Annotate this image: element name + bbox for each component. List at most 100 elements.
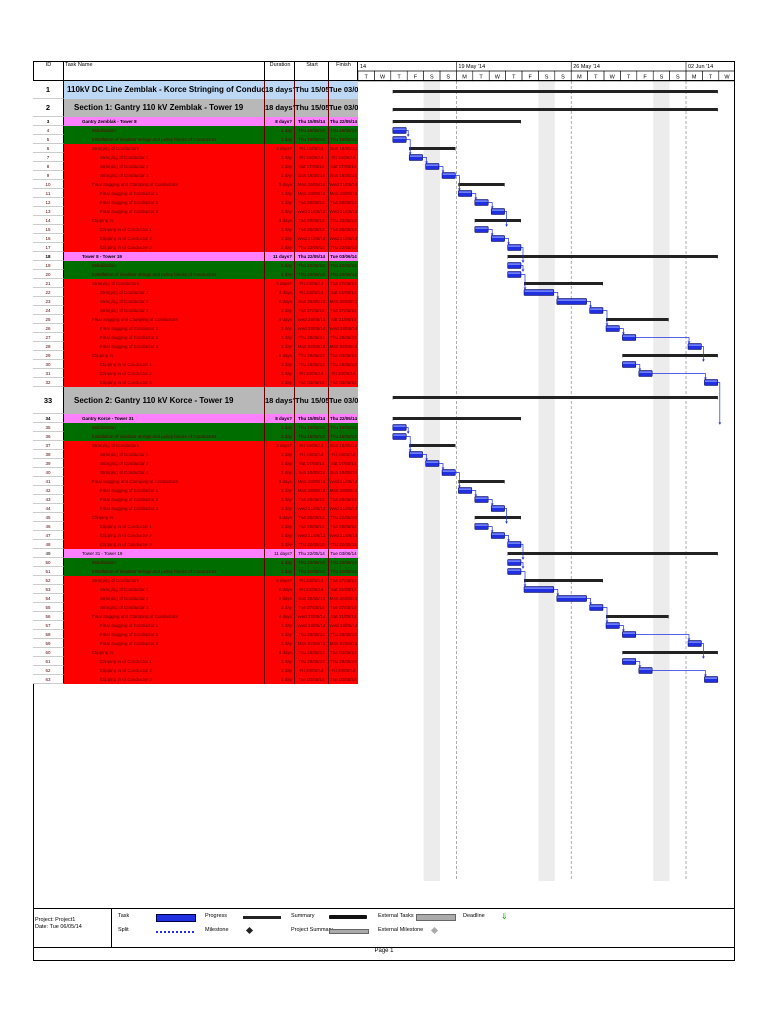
summary-bar [606, 615, 669, 618]
summary-bar [622, 354, 718, 357]
table-row[interactable]: 1 110kV DC Line Zemblak - Korce Stringing… [33, 81, 358, 99]
task-start: Fri 23/05/14 [295, 288, 329, 297]
table-row[interactable]: 49 Tower 31 - Tower 19 11 days? Thu 22/05/1… [33, 549, 358, 558]
table-row[interactable]: 10 Final Sagging and Clamping of Conducto… [33, 180, 358, 189]
table-row[interactable]: 4 Mobilization 1 day Thu 15/05/14 Thu 15/05/… [33, 126, 358, 135]
table-row[interactable]: 20 Installation of insulator strings and … [33, 270, 358, 279]
task-name: Stringing of Conductors [64, 441, 265, 450]
task-finish: Thu 29/05/14 [329, 657, 358, 666]
day-label: W [610, 75, 616, 81]
task-duration: 3 days [265, 180, 295, 189]
day-label: F [414, 75, 418, 81]
table-row[interactable]: 2 Section 1: Gantry 110 kV Zemblak - Towe… [33, 99, 358, 117]
legend-label-projsummary: Project Summary [291, 927, 334, 933]
table-row[interactable]: 41 Final Sagging and Clamping of Conducto… [33, 477, 358, 486]
summary-cap [601, 579, 603, 583]
row-id: 17 [33, 243, 64, 252]
table-row[interactable]: 6 Stringing of Conductors 3 days? Fri 16/05… [33, 144, 358, 153]
table-row[interactable]: 18 Tower 8 - Tower 19 11 days? Thu 22/05/14… [33, 252, 358, 261]
table-row[interactable]: 36 Installation of insulator strings and … [33, 432, 358, 441]
task-start: Thu 22/05/14 [295, 243, 329, 252]
row-id: 14 [33, 216, 64, 225]
task-duration: 1 day [265, 450, 295, 459]
task-bar-highlight [639, 371, 652, 373]
task-name: Final Sagging of Conductor 1 [64, 189, 265, 198]
table-row[interactable]: 34 Gantry Korce - Tower 31 8 days? Thu 15/0… [33, 414, 358, 423]
task-finish: Mon 19/05/14 [329, 189, 358, 198]
table-row[interactable]: 51 Installation of insulator strings and … [33, 567, 358, 576]
dependency-arrowhead [507, 242, 511, 245]
task-duration: 1 day [265, 558, 295, 567]
table-row[interactable]: 14 Clipping in 3 days Tue 20/05/14 Thu 22/05… [33, 216, 358, 225]
task-start: Thu 29/05/14 [295, 657, 329, 666]
table-row[interactable]: 60 Clipping in 6 days Thu 29/05/14 Tue 03/06… [33, 648, 358, 657]
task-start: Thu 15/05/14 [295, 387, 329, 414]
task-finish: Thu 22/05/14 [329, 558, 358, 567]
task-finish: Tue 03/06/14 [329, 648, 358, 657]
task-finish: Fri 16/05/14 [329, 153, 358, 162]
row-id: 25 [33, 315, 64, 324]
table-row[interactable]: 52 Stringing of Conductors 5 days? Fri 23/0… [33, 576, 358, 585]
table-row[interactable]: 5 Installation of insulator strings and p… [33, 135, 358, 144]
dependency-link [701, 346, 704, 362]
table-row[interactable]: 50 Mobilization 1 day Thu 22/05/14 Thu 22/05… [33, 558, 358, 567]
table-row[interactable]: 29 Clipping in 6 days Thu 29/05/14 Tue 03/06… [33, 351, 358, 360]
task-name: Tower 8 - Tower 19 [64, 252, 265, 261]
summary-bar [606, 318, 669, 321]
task-finish: Tue 20/05/14 [329, 198, 358, 207]
table-row[interactable]: 56 Final Sagging and Clamping of Conducto… [33, 612, 358, 621]
table-row[interactable]: 35 Mobilization 1 day Thu 15/05/14 Thu 15/05… [33, 423, 358, 432]
table-row[interactable]: 25 Final Sagging and Clamping of Conducto… [33, 315, 358, 324]
task-duration: 1 day [265, 126, 295, 135]
task-start: Tue 20/05/14 [295, 198, 329, 207]
task-finish: Tue 27/05/14 [329, 306, 358, 315]
task-name: Clipping in [64, 513, 265, 522]
table-row[interactable]: 37 Stringing of Conductors 3 days? Fri 16/0… [33, 441, 358, 450]
table-row[interactable]: 33 Section 2: Gantry 110 kV Korce - Tower… [33, 387, 358, 414]
day-label: M [462, 75, 467, 81]
task-bar [622, 334, 637, 341]
table-row[interactable]: 45 Clipping in 3 days Tue 20/05/14 Thu 22/05… [33, 513, 358, 522]
task-name: Stringing of Conductor 2 [64, 459, 265, 468]
summary-bar [474, 516, 521, 519]
table-row[interactable]: 21 Stringing of Conductors 5 days? Fri 23/0… [33, 279, 358, 288]
table-row[interactable]: 19 Mobilization 1 day Thu 22/05/14 Thu 22/05… [33, 261, 358, 270]
